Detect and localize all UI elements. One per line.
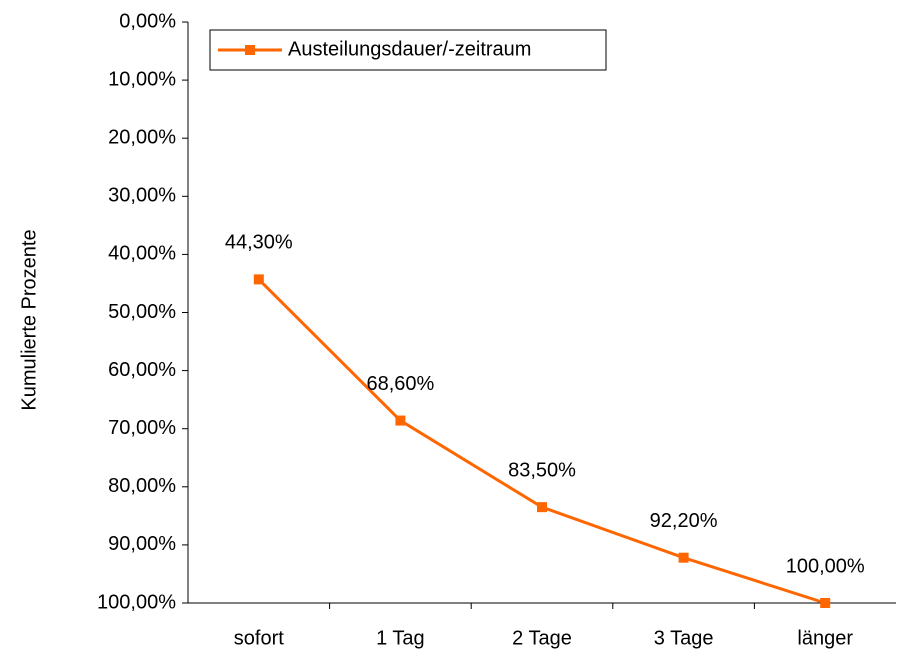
y-tick-label: 30,00% <box>108 185 176 207</box>
legend-label: Austeilungsdauer/-zeitraum <box>288 38 531 60</box>
data-label: 83,50% <box>508 459 576 481</box>
x-tick-label: länger <box>797 627 853 649</box>
y-tick-label: 40,00% <box>108 243 176 265</box>
y-tick-label: 20,00% <box>108 126 176 148</box>
data-label: 68,60% <box>366 373 434 395</box>
y-tick-label: 10,00% <box>108 68 176 90</box>
data-label: 92,20% <box>650 510 718 532</box>
y-tick-label: 0,00% <box>119 10 176 32</box>
marker <box>253 274 264 285</box>
y-tick-label: 100,00% <box>97 591 176 613</box>
marker <box>820 598 831 608</box>
data-label: 100,00% <box>786 555 865 577</box>
x-tick-label: 2 Tage <box>512 627 572 649</box>
y-tick-label: 70,00% <box>108 417 176 439</box>
line <box>257 278 826 605</box>
data-label: 44,30% <box>225 232 293 254</box>
x-tick-label: sofort <box>234 627 284 649</box>
x-tick-label: 1 Tag <box>376 627 425 649</box>
y-axis-title: Kumulierte Prozente <box>18 229 40 410</box>
y-tick-label: 60,00% <box>108 359 176 381</box>
marker <box>678 552 689 563</box>
y-tick-label: 90,00% <box>108 533 176 555</box>
y-tick-label: 80,00% <box>108 475 176 497</box>
marker <box>537 502 547 513</box>
y-tick-label: 50,00% <box>108 301 176 323</box>
legend-marker <box>245 45 255 55</box>
marker <box>395 415 406 426</box>
x-tick-label: 3 Tage <box>654 627 714 649</box>
